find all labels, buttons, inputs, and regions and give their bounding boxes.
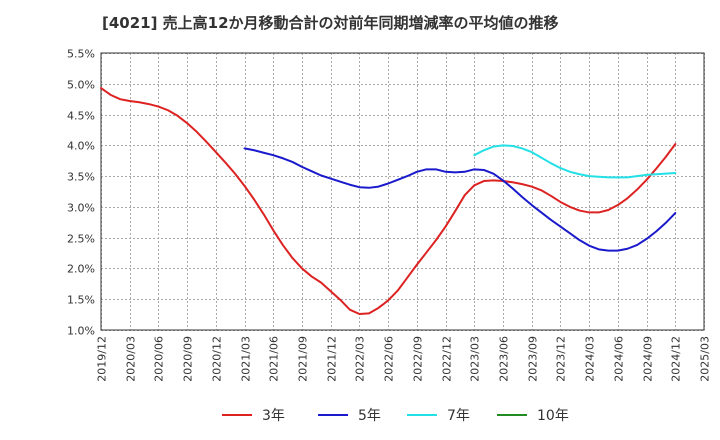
y-tick-label: 2.5% bbox=[67, 233, 95, 246]
x-tick-label: 2025/03 bbox=[699, 336, 712, 382]
y-tick-label: 4.0% bbox=[67, 140, 95, 153]
x-tick-label: 2021/12 bbox=[326, 336, 339, 382]
legend-label: 7年 bbox=[447, 408, 470, 424]
x-tick-label: 2021/03 bbox=[240, 336, 253, 382]
x-tick-label: 2022/12 bbox=[441, 336, 454, 382]
x-tick-label: 2020/09 bbox=[182, 336, 195, 382]
x-tick-label: 2020/12 bbox=[211, 336, 224, 382]
y-tick-label: 3.0% bbox=[67, 202, 95, 215]
series-layer bbox=[100, 87, 677, 315]
x-tick-label: 2024/12 bbox=[670, 336, 683, 382]
series-line-3年 bbox=[100, 87, 677, 315]
legend-label: 10年 bbox=[537, 408, 569, 424]
x-tick-label: 2020/03 bbox=[125, 336, 138, 382]
plot-border bbox=[100, 52, 705, 331]
series-line-5年 bbox=[243, 147, 677, 252]
legend-label: 5年 bbox=[358, 408, 381, 424]
y-tick-label: 5.5% bbox=[67, 48, 95, 61]
x-tick-label: 2023/12 bbox=[555, 336, 568, 382]
x-tick-label: 2022/06 bbox=[383, 336, 396, 382]
x-tick-label: 2024/03 bbox=[584, 336, 597, 382]
legend-label: 3年 bbox=[262, 408, 285, 424]
chart-title: [4021] 売上高12か月移動合計の対前年同期増減率の平均値の推移 bbox=[102, 14, 559, 32]
y-tick-label: 2.0% bbox=[67, 263, 95, 276]
x-tick-label: 2021/09 bbox=[297, 336, 310, 382]
y-tick-label: 3.5% bbox=[67, 171, 95, 184]
plot-frame bbox=[100, 52, 705, 331]
x-tick-label: 2020/06 bbox=[153, 336, 166, 382]
x-tick-label: 2022/09 bbox=[412, 336, 425, 382]
x-tick-label: 2023/09 bbox=[527, 336, 540, 382]
y-tick-label: 1.5% bbox=[67, 294, 95, 307]
x-tick-label: 2022/03 bbox=[354, 336, 367, 382]
y-tick-label: 4.5% bbox=[67, 110, 95, 123]
legend: 3年 5年 7年 10年 bbox=[222, 408, 569, 424]
plot-area bbox=[100, 52, 705, 331]
x-tick-label: 2023/03 bbox=[469, 336, 482, 382]
x-tick-label: 2024/06 bbox=[613, 336, 626, 382]
x-tick-label: 2024/09 bbox=[642, 336, 655, 382]
x-tick-label: 2019/12 bbox=[96, 336, 109, 382]
x-tick-label: 2021/06 bbox=[268, 336, 281, 382]
axes: 1.0% 1.5% 2.0% 2.5% 3.0% 3.5% 4.0% 4.5% 5.0% 5.5%… bbox=[67, 48, 711, 382]
series-line-7年 bbox=[473, 144, 677, 179]
x-tick-label: 2023/06 bbox=[498, 336, 511, 382]
y-tick-label: 1.0% bbox=[67, 325, 95, 338]
y-tick-label: 5.0% bbox=[67, 79, 95, 92]
